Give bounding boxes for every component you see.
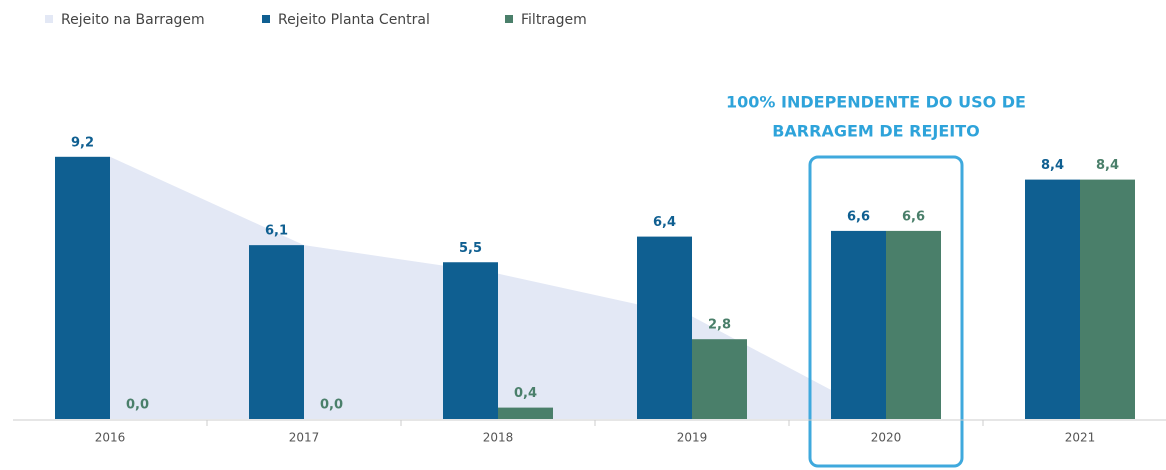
value-label: 2,8 bbox=[708, 318, 731, 333]
bar bbox=[886, 230, 941, 419]
x-tick-label: 2017 bbox=[289, 431, 320, 445]
highlight-box bbox=[808, 155, 964, 468]
bar bbox=[443, 262, 498, 419]
legend-label: Rejeito Planta Central bbox=[278, 12, 430, 28]
value-label: 0,0 bbox=[126, 398, 149, 413]
value-label: 8,4 bbox=[1096, 158, 1119, 173]
legend-label: Rejeito na Barragem bbox=[61, 12, 205, 28]
annotation: BARRAGEM DE REJEITO bbox=[772, 122, 980, 141]
value-label: 6,4 bbox=[653, 215, 676, 230]
legend-label: Filtragem bbox=[521, 12, 587, 28]
legend-swatch bbox=[45, 15, 53, 23]
legend-swatch bbox=[505, 15, 513, 23]
value-label: 0,4 bbox=[514, 386, 537, 401]
value-label: 8,4 bbox=[1041, 158, 1064, 173]
x-tick-label: 2021 bbox=[1065, 431, 1096, 445]
bar bbox=[1080, 179, 1135, 419]
legend-swatch bbox=[262, 15, 270, 23]
value-label: 9,2 bbox=[71, 135, 94, 150]
bar bbox=[637, 236, 692, 419]
x-tick-label: 2018 bbox=[483, 431, 514, 445]
bar bbox=[1025, 179, 1080, 419]
bar bbox=[249, 245, 304, 419]
bar bbox=[831, 230, 886, 419]
value-label: 6,6 bbox=[902, 209, 925, 224]
value-label: 0,0 bbox=[320, 398, 343, 413]
x-tick-label: 2020 bbox=[871, 431, 902, 445]
bar bbox=[55, 156, 110, 420]
value-label: 6,6 bbox=[847, 209, 870, 224]
bar bbox=[692, 339, 747, 419]
value-label: 5,5 bbox=[459, 241, 482, 256]
bar bbox=[498, 407, 553, 419]
value-label: 6,1 bbox=[265, 224, 288, 239]
x-tick-label: 2019 bbox=[677, 431, 708, 445]
annotation: 100% INDEPENDENTE DO USO DE bbox=[726, 93, 1026, 112]
x-tick-label: 2016 bbox=[95, 431, 126, 445]
